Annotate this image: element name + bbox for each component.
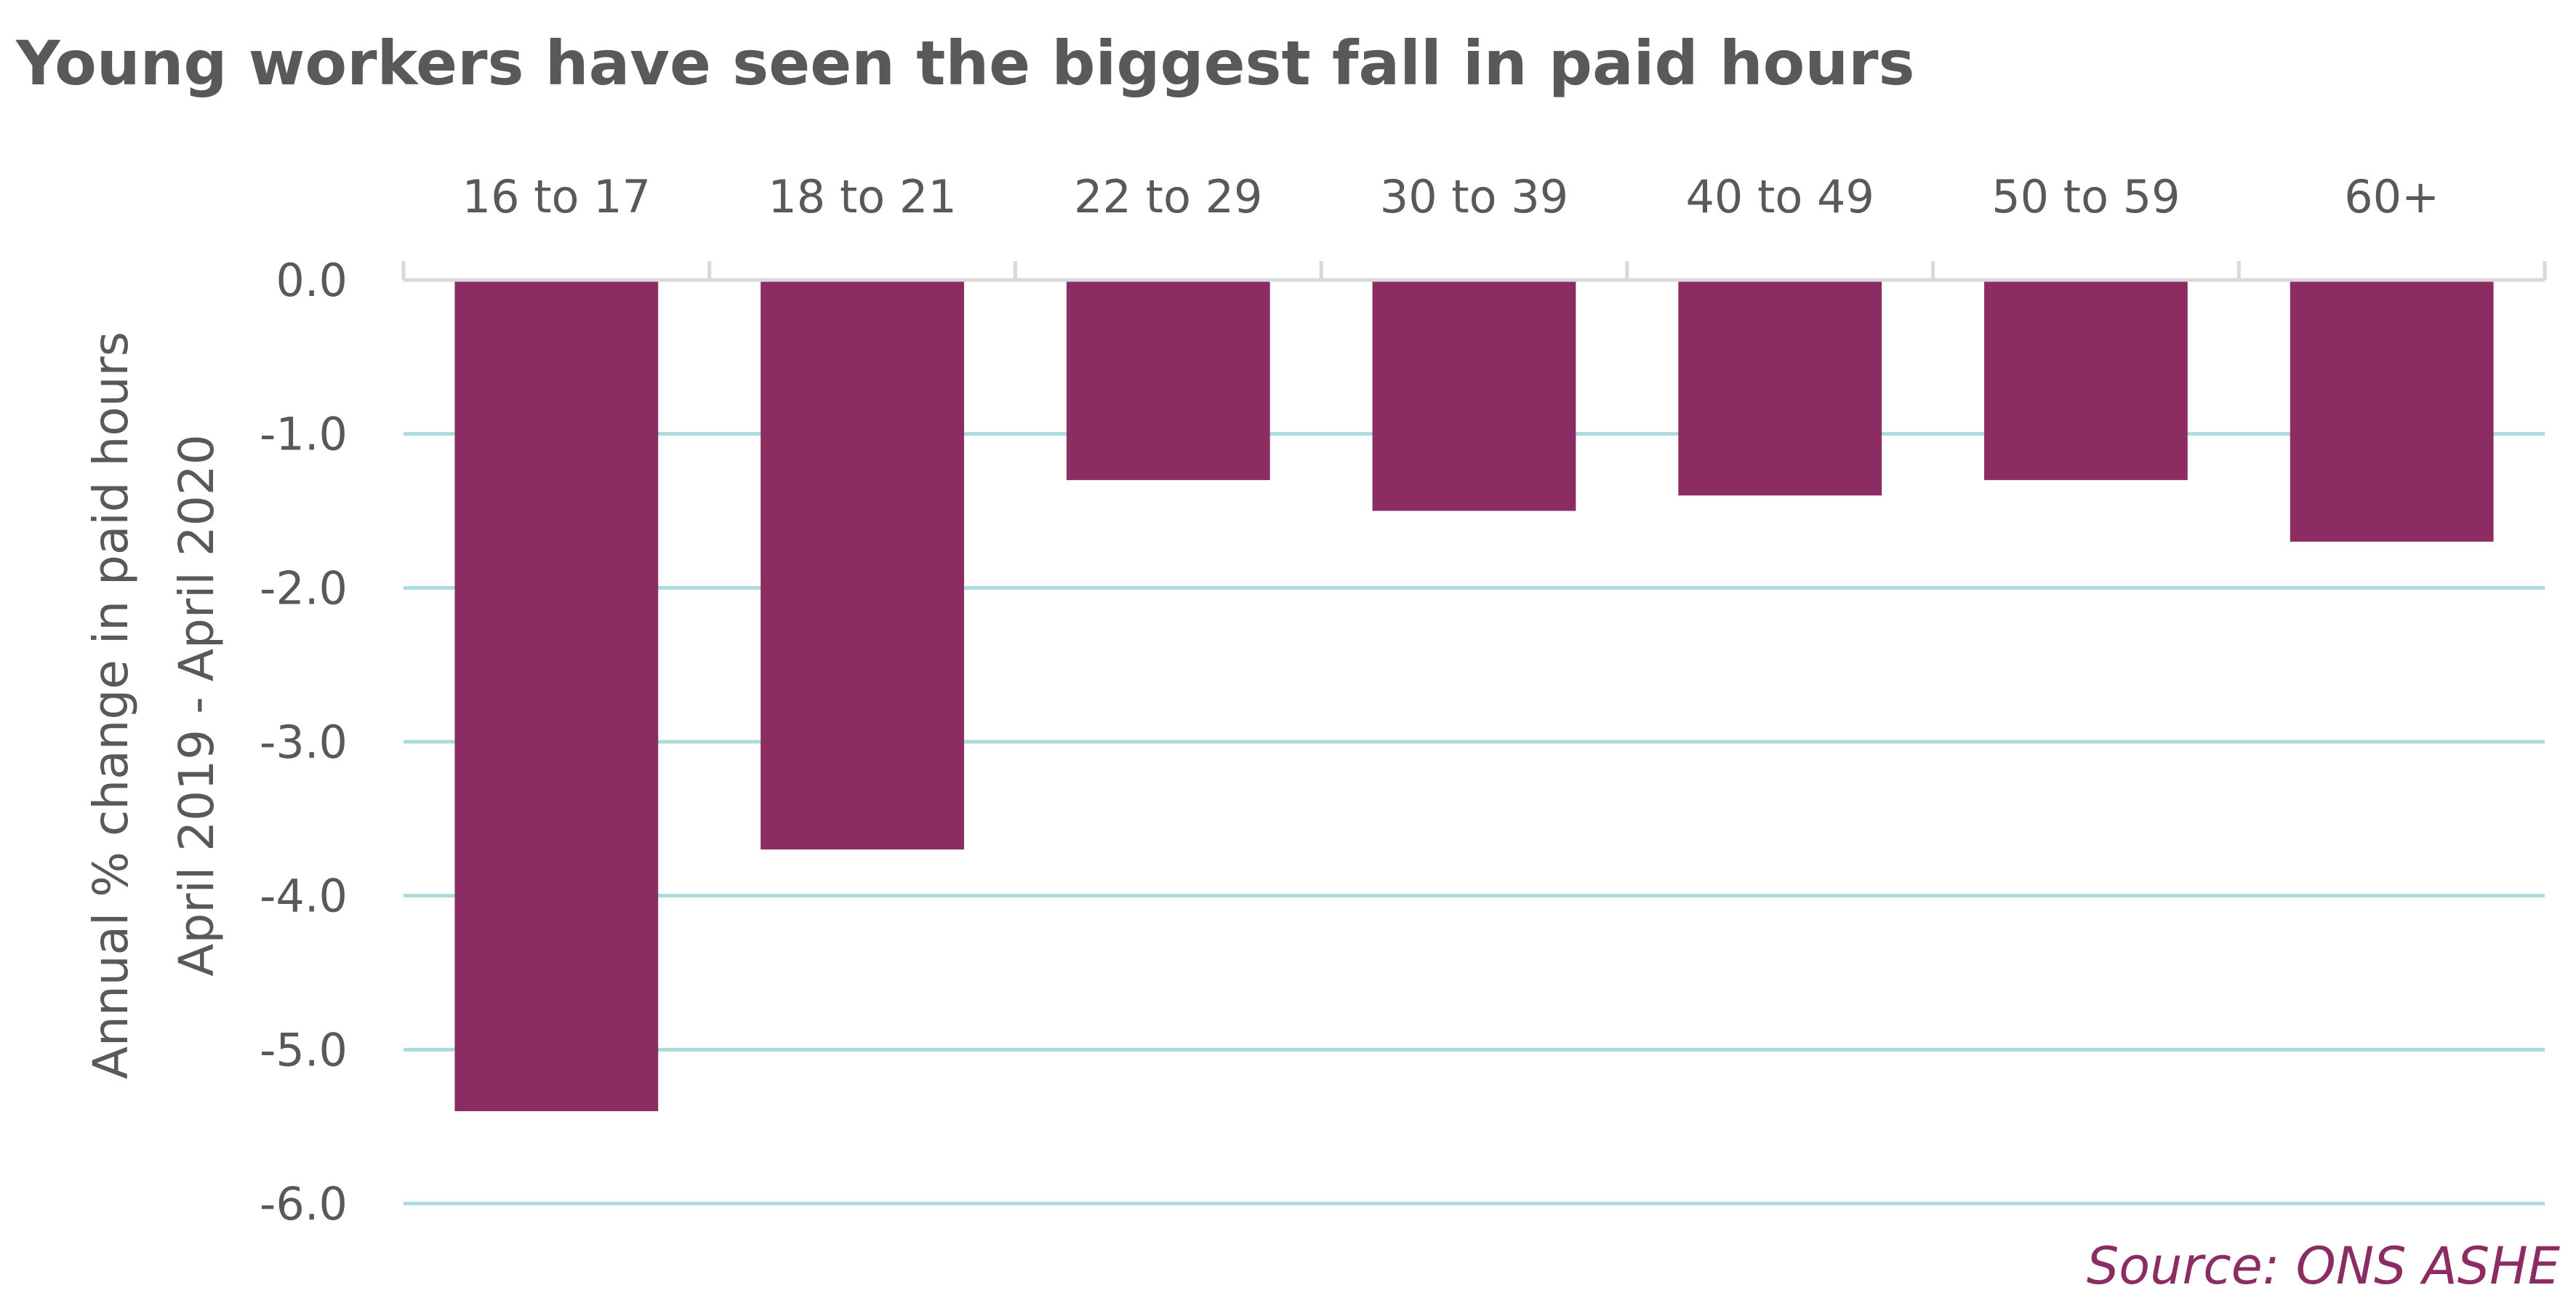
bar [1066, 280, 1270, 481]
y-tick-label: -2.0 [260, 561, 348, 615]
y-tick-label: -5.0 [260, 1023, 348, 1076]
category-label: 30 to 39 [1380, 170, 1568, 223]
y-tick-label: -6.0 [260, 1177, 348, 1230]
category-label: 16 to 17 [462, 170, 651, 223]
bar [1984, 280, 2188, 481]
y-tick-label: -3.0 [260, 716, 348, 769]
category-labels: 16 to 17 18 to 21 22 to 29 30 to 39 40 to 49… [462, 170, 2439, 223]
x-axis [401, 261, 2547, 282]
y-tick-label: 0.0 [276, 254, 348, 307]
y-tick-label: -1.0 [260, 408, 348, 461]
bar [1678, 280, 1882, 496]
bar [1372, 280, 1576, 511]
bars [454, 280, 2494, 1111]
category-label: 22 to 29 [1074, 170, 1262, 223]
bar [2290, 280, 2494, 542]
y-axis-title-line2: April 2019 - April 2020 [169, 434, 225, 976]
category-label: 50 to 59 [1991, 170, 2180, 223]
bar [761, 280, 964, 850]
source-note: Source: ONS ASHE [2086, 1236, 2560, 1296]
category-label: 60+ [2344, 170, 2439, 223]
y-axis-title-line1: Annual % change in paid hours [83, 332, 139, 1079]
y-tick-labels: 0.0 -1.0 -2.0 -3.0 -4.0 -5.0 -6.0 [260, 254, 348, 1230]
category-label: 40 to 49 [1685, 170, 1874, 223]
gridlines [404, 432, 2545, 1206]
bar [454, 280, 659, 1111]
chart-title: Young workers have seen the biggest fall… [16, 28, 1915, 99]
y-tick-label: -4.0 [260, 870, 348, 923]
category-label: 18 to 21 [768, 170, 956, 223]
